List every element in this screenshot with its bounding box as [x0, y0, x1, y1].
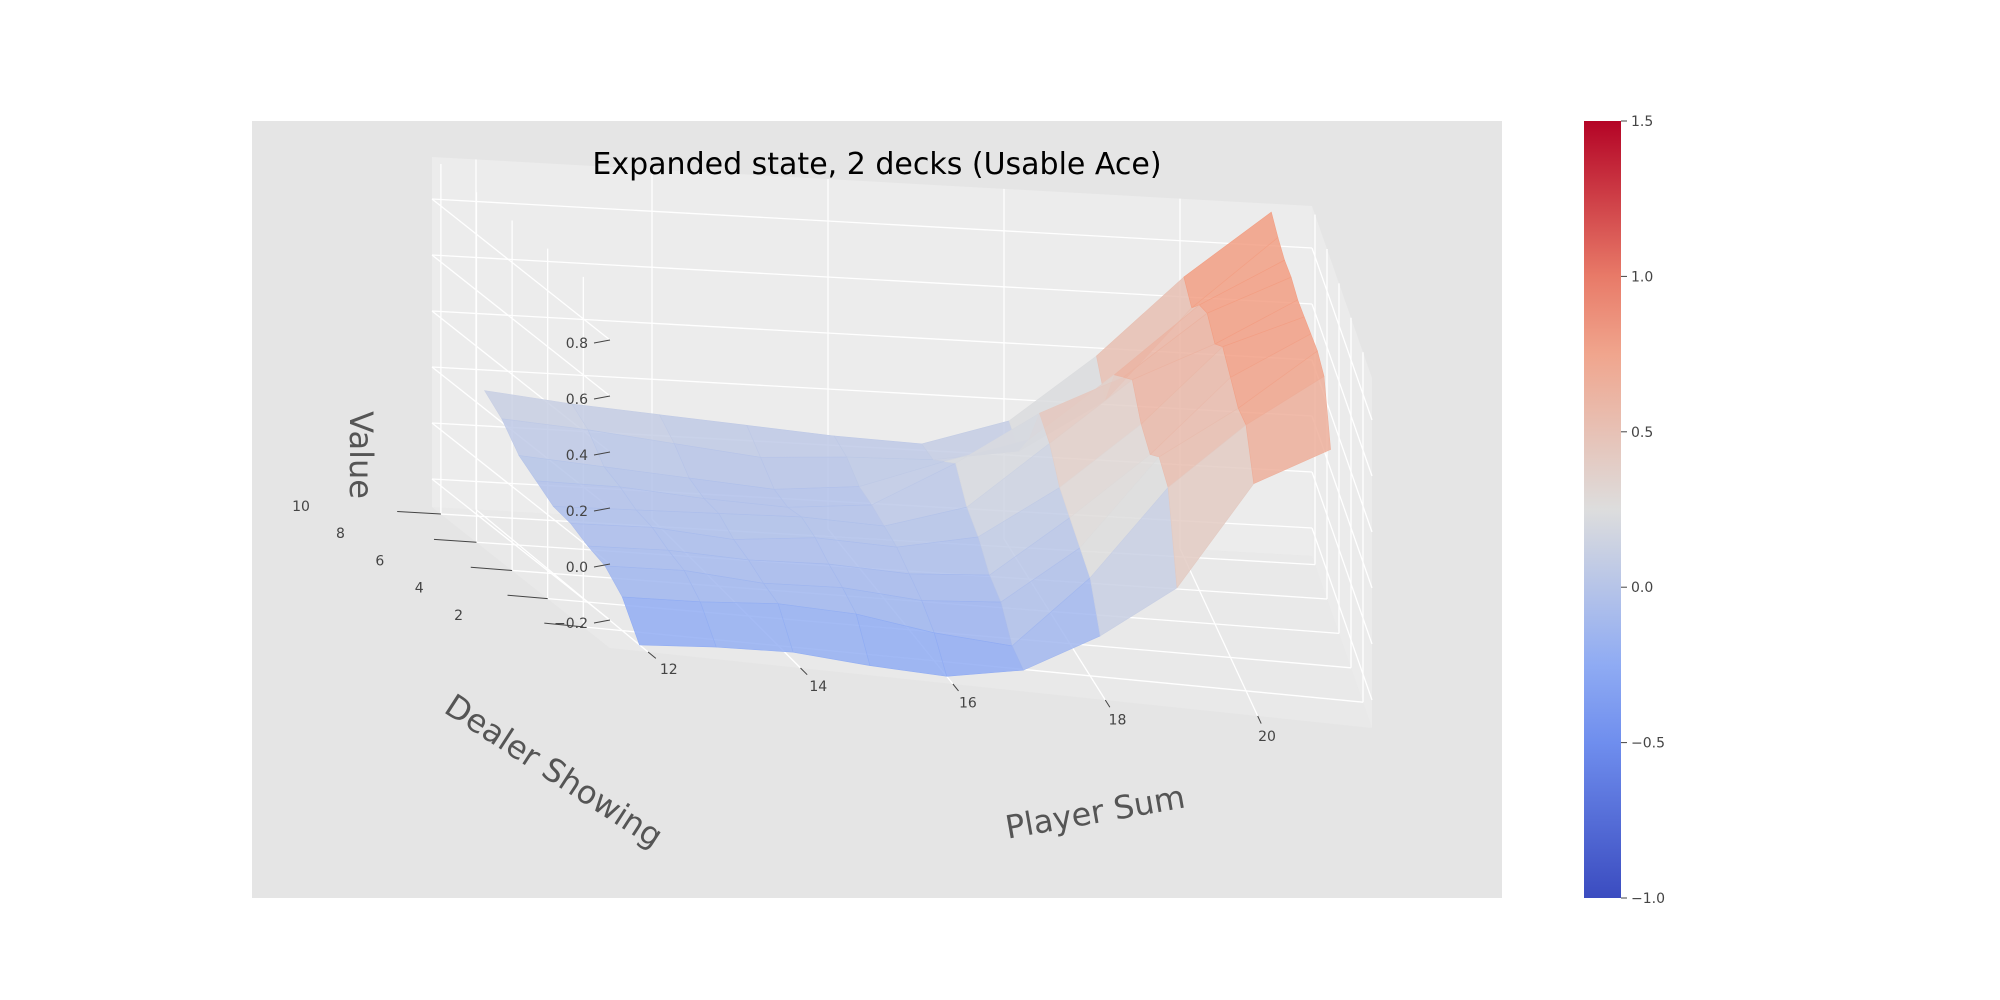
x-tick-mark — [1257, 715, 1262, 724]
colorbar-tick-label: −0.5 — [1631, 736, 1665, 752]
z-tick-mark — [593, 395, 611, 400]
z-tick-label: 0.4 — [566, 448, 588, 464]
gridline-z-back — [431, 198, 1313, 249]
y-tick-mark — [544, 622, 584, 628]
y-tick-label: 6 — [375, 553, 384, 569]
colorbar-gradient — [1584, 121, 1621, 898]
z-tick-label: 0.8 — [566, 336, 588, 352]
y-tick-mark — [433, 538, 477, 543]
y-tick-mark — [397, 511, 441, 515]
x-tick-label: 16 — [959, 696, 977, 712]
x-tick-mark — [1104, 699, 1111, 708]
y-tick-label: 8 — [336, 526, 345, 542]
x-tick-mark — [647, 651, 657, 659]
gridline-x-floor — [475, 508, 649, 653]
colorbar-tick-label: 1.0 — [1631, 269, 1653, 285]
z-tick-label: 0.6 — [566, 392, 588, 408]
z-axis-label: Value — [342, 411, 380, 499]
gridline-z-right — [1311, 471, 1373, 645]
colorbar-tick-label: 0.5 — [1631, 425, 1653, 441]
z-tick-label: −0.2 — [554, 616, 588, 632]
z-tick-mark — [593, 563, 611, 568]
surface-patch — [908, 573, 1002, 603]
colorbar-tick-label: −1.0 — [1631, 891, 1665, 907]
z-tick-mark — [593, 619, 611, 624]
y-tick-label: 10 — [292, 499, 310, 515]
x-tick-label: 12 — [660, 662, 678, 678]
gridline-z-right — [1311, 527, 1373, 701]
z-tick-mark — [593, 451, 611, 456]
axis-ticks: 12 14 16 18 20 2 4 6 8 10 −0.2 0.0 0.2 0.4 0.6 0.8 — [292, 336, 1276, 745]
y-tick-label: 4 — [415, 581, 424, 597]
x-tick-label: 18 — [1109, 712, 1127, 728]
colorbar-tick-label: 1.5 — [1631, 114, 1653, 130]
surface-patch — [773, 486, 873, 508]
x-tick-label: 14 — [809, 679, 827, 695]
z-tick-label: 0.0 — [566, 560, 588, 576]
colorbar-tick-label: 0.0 — [1631, 580, 1653, 596]
surface-plot — [484, 211, 1331, 677]
y-tick-label: 2 — [454, 608, 463, 624]
colorbar-ticks: −1.0 −0.5 0.0 0.5 1.0 1.5 — [1621, 114, 1665, 907]
z-tick-mark — [593, 507, 611, 512]
gridline-z-left — [431, 254, 611, 397]
surface-patch — [1245, 375, 1331, 485]
z-tick-mark — [593, 339, 611, 344]
gridline-z-left — [431, 198, 611, 341]
gridline-z-right — [1311, 303, 1373, 477]
surface-patch — [718, 513, 816, 540]
gridline-z-left — [431, 478, 611, 621]
colorbar: −1.0 −0.5 0.0 0.5 1.0 1.5 — [1584, 114, 1665, 907]
x-tick-mark — [800, 667, 808, 676]
x-tick-label: 20 — [1258, 729, 1276, 745]
y-tick-mark — [507, 594, 548, 600]
gridline-z-left — [431, 422, 611, 565]
x-tick-mark — [952, 683, 959, 692]
chart-title: Expanded state, 2 decks (Usable Ace) — [592, 147, 1161, 182]
y-tick-mark — [470, 566, 513, 571]
gridline-x-floor — [1179, 548, 1259, 717]
z-tick-label: 0.2 — [566, 504, 588, 520]
surface-patch — [760, 456, 860, 490]
gridline-z-right — [1311, 247, 1373, 421]
